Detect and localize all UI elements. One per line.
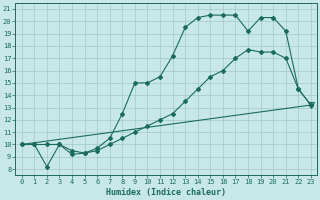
X-axis label: Humidex (Indice chaleur): Humidex (Indice chaleur)	[106, 188, 226, 197]
